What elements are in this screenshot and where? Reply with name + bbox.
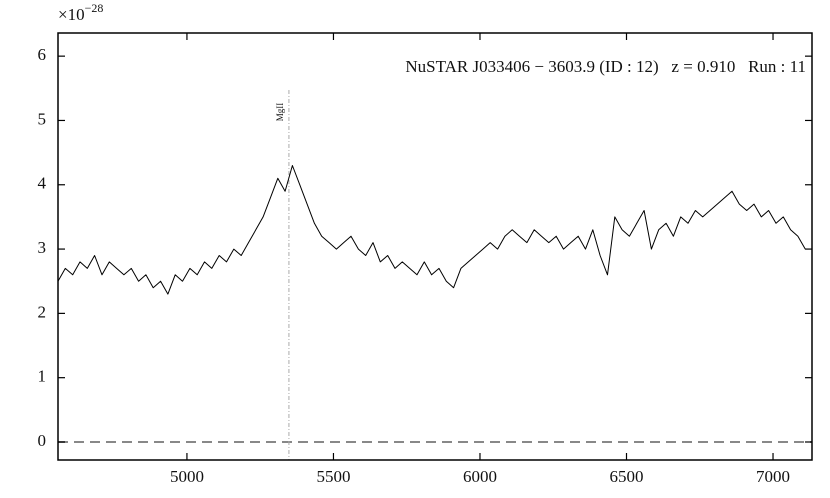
y-tick-label: 1 — [38, 367, 47, 386]
y-offset-base: ×10 — [58, 5, 85, 24]
y-offset: ×10−28 — [58, 1, 103, 24]
x-tick-label: 6000 — [463, 467, 497, 486]
y-tick-label: 0 — [38, 431, 47, 450]
marker-label: MgII — [275, 103, 285, 122]
annotation: NuSTAR J033406 − 3603.9 (ID : 12) z = 0.… — [405, 57, 806, 76]
y-tick-label: 3 — [38, 238, 47, 257]
y-offset-exponent: −28 — [85, 1, 104, 15]
y-tick-label: 6 — [38, 45, 47, 64]
y-tick-label: 5 — [38, 109, 47, 128]
x-tick-label: 5500 — [316, 467, 350, 486]
y-tick-label: 2 — [38, 302, 47, 321]
x-tick-label: 7000 — [756, 467, 790, 486]
y-tick-label: 4 — [38, 174, 47, 193]
spectrum-line — [57, 165, 806, 295]
x-tick-label: 5000 — [170, 467, 204, 486]
plot-frame — [57, 32, 813, 461]
x-tick-label: 6500 — [610, 467, 644, 486]
